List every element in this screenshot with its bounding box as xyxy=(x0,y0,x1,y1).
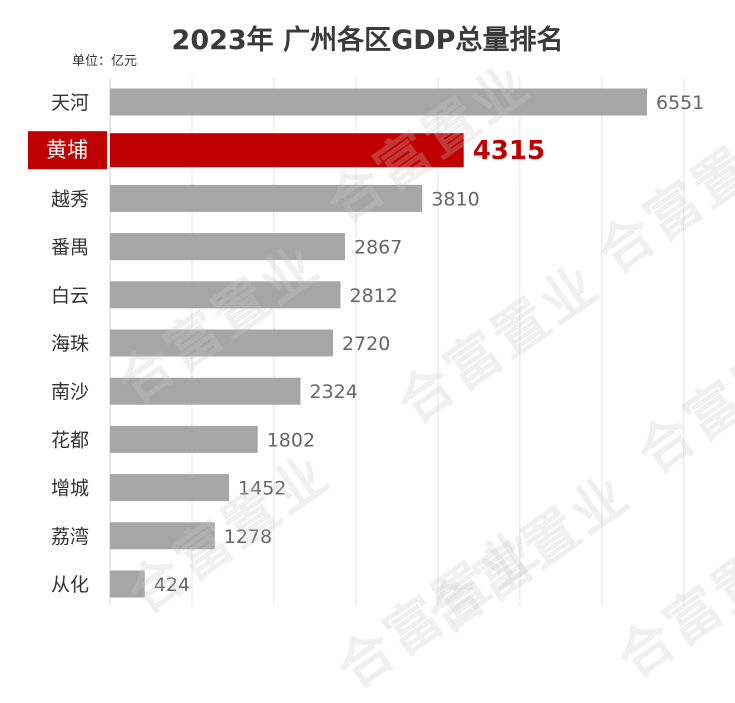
bar xyxy=(110,281,341,309)
category-label: 天河 xyxy=(51,92,89,114)
category-label: 荔湾 xyxy=(51,526,89,548)
bar xyxy=(110,570,145,598)
value-label: 2720 xyxy=(342,333,390,355)
bar xyxy=(110,88,647,116)
category-label: 南沙 xyxy=(51,381,89,403)
value-label: 1802 xyxy=(267,429,315,451)
category-label: 增城 xyxy=(51,478,89,500)
bar xyxy=(110,522,215,550)
value-label: 2812 xyxy=(350,285,398,307)
category-label: 从化 xyxy=(51,574,89,596)
value-label: 3810 xyxy=(431,188,479,210)
category-label: 花都 xyxy=(51,429,89,451)
category-label: 白云 xyxy=(51,285,89,307)
value-label: 1452 xyxy=(238,478,286,500)
chart-title: 2023年 广州各区GDP总量排名 xyxy=(171,25,564,56)
highlight-label-box xyxy=(28,131,107,170)
bar xyxy=(110,233,346,261)
category-label: 黄埔 xyxy=(46,138,88,162)
category-label: 海珠 xyxy=(51,333,89,355)
bar-chart: 天河 6551 黄埔 4315 越秀 3810 番禺 2867 白云 2812 海珠 2720 南沙 23… xyxy=(28,78,704,606)
bar xyxy=(110,329,333,357)
bar xyxy=(110,133,464,168)
value-label: 2324 xyxy=(310,381,358,403)
value-label: 4315 xyxy=(473,136,545,166)
unit-label: 单位：亿元 xyxy=(72,54,138,69)
category-label: 番禺 xyxy=(51,237,89,259)
bar xyxy=(110,184,423,212)
bar xyxy=(110,377,301,405)
value-label: 1278 xyxy=(224,526,272,548)
bar xyxy=(110,474,230,502)
bar xyxy=(110,425,258,453)
category-label: 越秀 xyxy=(51,188,89,210)
value-label: 2867 xyxy=(354,237,402,259)
value-label: 424 xyxy=(154,574,190,596)
value-label: 6551 xyxy=(656,92,704,114)
